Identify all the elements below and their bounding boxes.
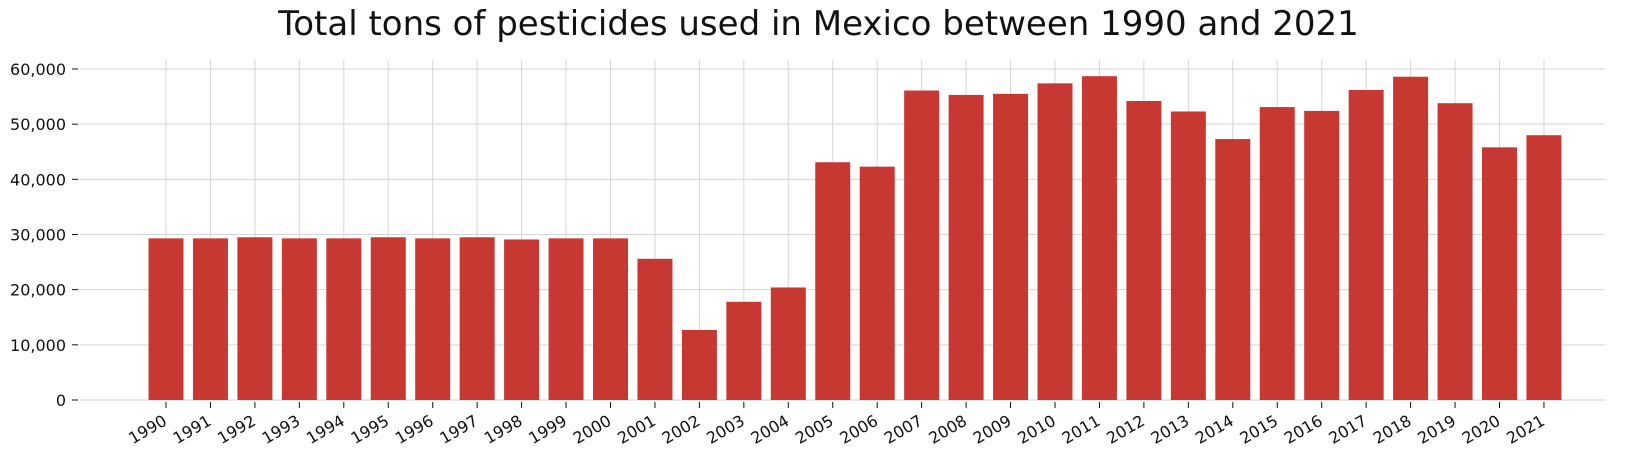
x-tick-label: 2011 bbox=[1059, 411, 1104, 448]
y-tick-label: 0 bbox=[56, 391, 66, 410]
chart-title: Total tons of pesticides used in Mexico … bbox=[278, 4, 1359, 44]
bar-2013 bbox=[1170, 111, 1206, 400]
bar-2009 bbox=[993, 93, 1029, 400]
bar-1995 bbox=[370, 237, 406, 400]
x-tick-label: 1990 bbox=[125, 411, 170, 448]
x-tick-label: 1996 bbox=[392, 411, 437, 448]
x-tick-label: 2009 bbox=[970, 411, 1015, 448]
bar-2018 bbox=[1393, 76, 1429, 401]
x-tick-label: 2019 bbox=[1414, 411, 1459, 448]
y-axis-ticks: 0 10,000 20,000 30,000 40,000 50,000 60,000 bbox=[10, 60, 78, 410]
y-tick-label: 10,000 bbox=[10, 336, 66, 355]
bar-1994 bbox=[326, 238, 362, 400]
x-tick-label: 2014 bbox=[1192, 411, 1237, 448]
bar-2021 bbox=[1526, 135, 1562, 400]
x-tick-label: 1995 bbox=[347, 411, 392, 448]
bar-1993 bbox=[281, 238, 317, 400]
x-tick-label: 2012 bbox=[1103, 411, 1148, 448]
bar-2001 bbox=[637, 258, 673, 400]
y-tick-label: 50,000 bbox=[10, 115, 66, 134]
bars bbox=[148, 76, 1562, 401]
bar-2004 bbox=[770, 287, 806, 400]
x-tick-label: 1997 bbox=[436, 411, 481, 448]
x-tick-label: 2015 bbox=[1236, 411, 1281, 448]
bar-1997 bbox=[459, 237, 495, 400]
x-tick-label: 2020 bbox=[1459, 411, 1504, 448]
x-tick-label: 1991 bbox=[170, 411, 215, 448]
bar-2015 bbox=[1259, 107, 1295, 400]
x-tick-label: 2008 bbox=[925, 411, 970, 448]
bar-2008 bbox=[948, 94, 984, 400]
bar-1999 bbox=[548, 238, 584, 400]
x-tick-label: 2005 bbox=[792, 411, 837, 448]
bar-2020 bbox=[1482, 147, 1517, 400]
x-tick-label: 2018 bbox=[1370, 411, 1415, 448]
bar-2012 bbox=[1126, 100, 1162, 400]
bar-2011 bbox=[1081, 76, 1117, 401]
x-tick-label: 2000 bbox=[570, 411, 615, 448]
y-tick-label: 30,000 bbox=[10, 226, 66, 245]
bar-2016 bbox=[1304, 110, 1340, 400]
bar-1996 bbox=[415, 238, 451, 400]
y-tick-label: 60,000 bbox=[10, 60, 66, 79]
bar-1992 bbox=[237, 237, 273, 400]
bar-2010 bbox=[1037, 83, 1073, 401]
x-tick-label: 1999 bbox=[525, 411, 570, 448]
bar-2002 bbox=[681, 329, 717, 400]
y-tick-label: 20,000 bbox=[10, 281, 66, 300]
x-tick-label: 2016 bbox=[1281, 411, 1326, 448]
x-axis-ticks: 1990 1991 1992 1993 1994 1995 1996 1997 1998 1999… bbox=[125, 402, 1548, 448]
bar-2000 bbox=[593, 238, 628, 400]
x-tick-label: 2002 bbox=[659, 411, 704, 448]
y-tick-label: 40,000 bbox=[10, 170, 66, 189]
x-tick-label: 2001 bbox=[614, 411, 659, 448]
bar-2007 bbox=[904, 90, 940, 400]
bar-2005 bbox=[815, 162, 851, 400]
bar-2019 bbox=[1437, 103, 1473, 400]
x-tick-label: 1992 bbox=[214, 411, 259, 448]
bar-2017 bbox=[1348, 89, 1384, 401]
bar-1998 bbox=[504, 239, 540, 400]
x-tick-label: 2004 bbox=[748, 411, 793, 448]
x-tick-label: 2003 bbox=[703, 411, 748, 448]
x-tick-label: 2017 bbox=[1325, 411, 1370, 448]
x-tick-label: 2007 bbox=[881, 411, 926, 448]
bar-1991 bbox=[192, 238, 228, 400]
bar-2014 bbox=[1215, 139, 1251, 401]
x-tick-label: 1993 bbox=[259, 411, 304, 448]
bar-2006 bbox=[859, 166, 895, 400]
x-tick-label: 1998 bbox=[481, 411, 526, 448]
x-tick-label: 2010 bbox=[1014, 411, 1059, 448]
x-tick-label: 2006 bbox=[836, 411, 881, 448]
x-tick-label: 2021 bbox=[1503, 411, 1548, 448]
x-tick-label: 1994 bbox=[303, 411, 348, 448]
bar-2003 bbox=[726, 301, 762, 400]
x-tick-label: 2013 bbox=[1148, 411, 1193, 448]
bar-1990 bbox=[148, 238, 184, 400]
